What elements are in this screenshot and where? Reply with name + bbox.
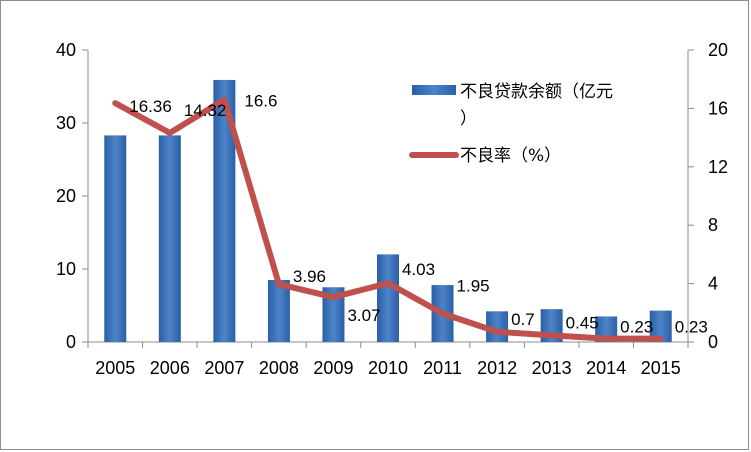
y-right-tick-label: 16	[708, 98, 728, 118]
line-point	[223, 99, 225, 101]
y-right-tick-label: 20	[708, 40, 728, 60]
x-tick-label: 2009	[313, 358, 353, 378]
y-right-tick-label: 8	[708, 215, 718, 235]
data-label: 1.95	[457, 277, 490, 296]
data-label: 3.96	[293, 267, 326, 286]
y-left-tick-label: 0	[66, 332, 76, 352]
data-label: 3.07	[347, 306, 380, 325]
x-tick-label: 2015	[641, 358, 681, 378]
data-label: 14.32	[184, 101, 227, 120]
x-tick-label: 2014	[586, 358, 626, 378]
data-label: 0.23	[675, 318, 708, 337]
y-right-tick-label: 12	[708, 157, 728, 177]
x-tick-label: 2011	[423, 358, 462, 378]
line-point	[278, 283, 280, 285]
y-left-tick-label: 10	[56, 259, 76, 279]
bar	[649, 310, 672, 342]
x-tick-label: 2008	[259, 358, 299, 378]
y-right-tick-label: 0	[708, 332, 718, 352]
line-point	[496, 331, 498, 333]
legend: 不良贷款余额（亿元 ） 不良率（%）	[409, 82, 613, 166]
x-tick-label: 2005	[95, 358, 135, 378]
bar	[213, 79, 236, 343]
x-tick-label: 2013	[532, 358, 572, 378]
legend-line-label: 不良率（%）	[460, 146, 561, 166]
bar	[267, 279, 290, 342]
line-point	[114, 102, 116, 104]
line-point	[442, 313, 444, 315]
line-point	[605, 338, 607, 340]
data-label: 0.7	[511, 310, 535, 329]
data-label: 0.23	[620, 318, 653, 337]
legend-bar-swatch	[412, 85, 456, 95]
line-point	[332, 296, 334, 298]
line-point	[660, 338, 662, 340]
line-point	[387, 282, 389, 284]
x-tick-label: 2006	[150, 358, 190, 378]
x-tick-label: 2007	[204, 358, 244, 378]
x-tick-label: 2010	[368, 358, 408, 378]
x-tick-label: 2012	[477, 358, 517, 378]
data-label: 0.45	[566, 313, 599, 332]
legend-bar-label: 不良贷款余额（亿元	[460, 82, 613, 102]
bar	[158, 135, 181, 342]
bar	[322, 287, 345, 342]
line-point	[169, 132, 171, 134]
legend-bar-label-cont: ）	[460, 109, 477, 129]
bar	[104, 135, 127, 342]
y-left-tick-label: 40	[56, 40, 76, 60]
data-label: 4.03	[402, 260, 435, 279]
y-left-tick-label: 20	[56, 186, 76, 206]
data-label: 16.36	[129, 97, 172, 116]
bar	[377, 254, 399, 342]
y-right-tick-label: 4	[708, 274, 718, 294]
line-point	[551, 334, 553, 336]
data-label: 16.6	[244, 92, 277, 111]
y-left-tick-label: 30	[56, 113, 76, 133]
